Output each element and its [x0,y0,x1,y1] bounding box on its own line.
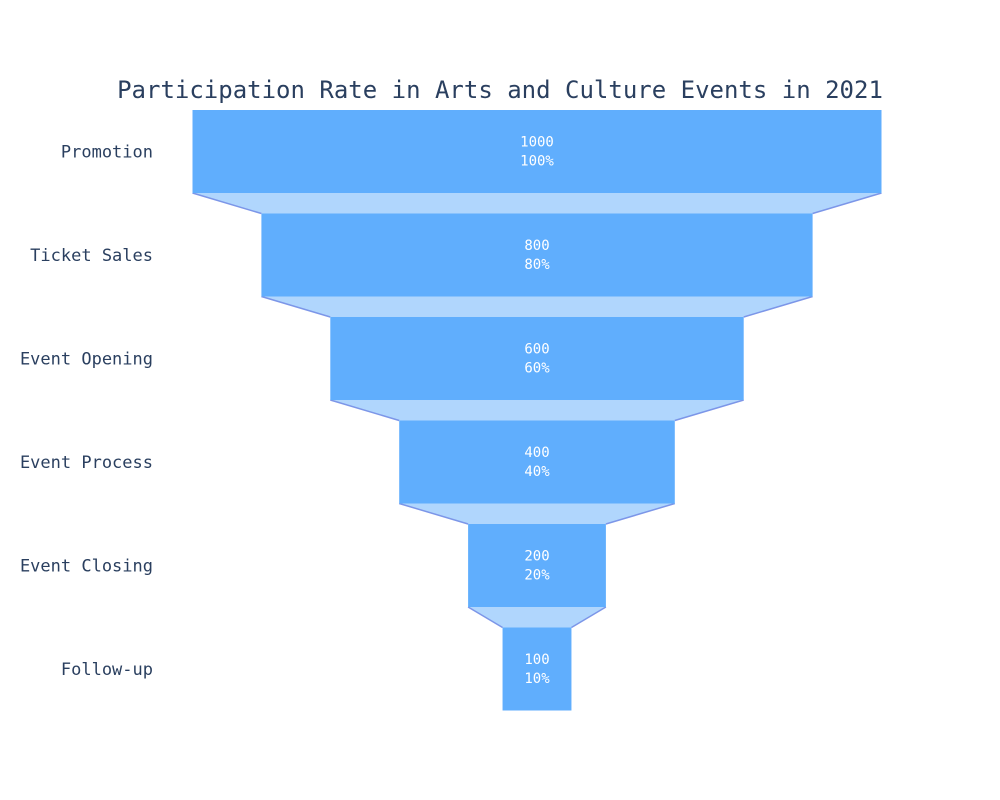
funnel-connector [261,296,813,317]
funnel-bar[interactable] [468,524,606,607]
category-label: Follow-up [61,660,153,680]
bar-percent-label: 100% [520,154,554,170]
funnel-connector-edge-left [467,606,503,629]
bar-value-label: 400 [524,445,549,461]
bar-value-label: 200 [524,549,549,565]
funnel-connector-edge-left [398,502,469,525]
funnel-connector-edge-right [674,399,744,422]
bar-value-label: 100 [524,652,549,668]
bar-value-label: 1000 [520,135,554,151]
funnel-connector-edge-right [743,295,813,318]
bar-percent-label: 60% [524,361,550,377]
funnel-connector [468,607,606,628]
funnel-bars: 1000 100% 800 80% 600 60% 400 40% 200 20% 100 10% [192,110,882,711]
bar-percent-label: 20% [524,568,550,584]
category-label: Event Closing [20,557,153,577]
funnel-bar[interactable] [261,213,813,297]
funnel-connector-edge-right [812,192,882,215]
funnel-bar[interactable] [192,110,882,193]
funnel-bar[interactable] [399,420,675,504]
category-label: Ticket Sales [30,246,153,266]
funnel-connector-edge-right [605,502,676,525]
funnel-connector [192,193,882,214]
category-label: Event Process [20,453,153,473]
chart-title: Participation Rate in Arts and Culture E… [117,76,883,104]
funnel-connectors [192,192,882,629]
funnel-connector-edge-right [571,606,607,629]
bar-percent-label: 40% [524,464,550,480]
funnel-bar[interactable] [502,627,572,711]
funnel-connector-edge-left [192,192,262,215]
funnel-connector-edge-left [330,399,400,422]
bar-value-label: 800 [524,238,549,254]
funnel-connector-edge-left [261,295,331,318]
funnel-connector [330,400,744,421]
bar-value-label: 600 [524,342,549,358]
category-label: Event Opening [20,350,153,370]
funnel-bar[interactable] [330,317,744,400]
funnel-connector [399,503,675,524]
category-label: Promotion [61,143,153,163]
bar-percent-label: 10% [524,671,550,687]
bar-percent-label: 80% [524,257,550,273]
category-labels: Promotion Ticket Sales Event Opening Event … [20,143,153,681]
